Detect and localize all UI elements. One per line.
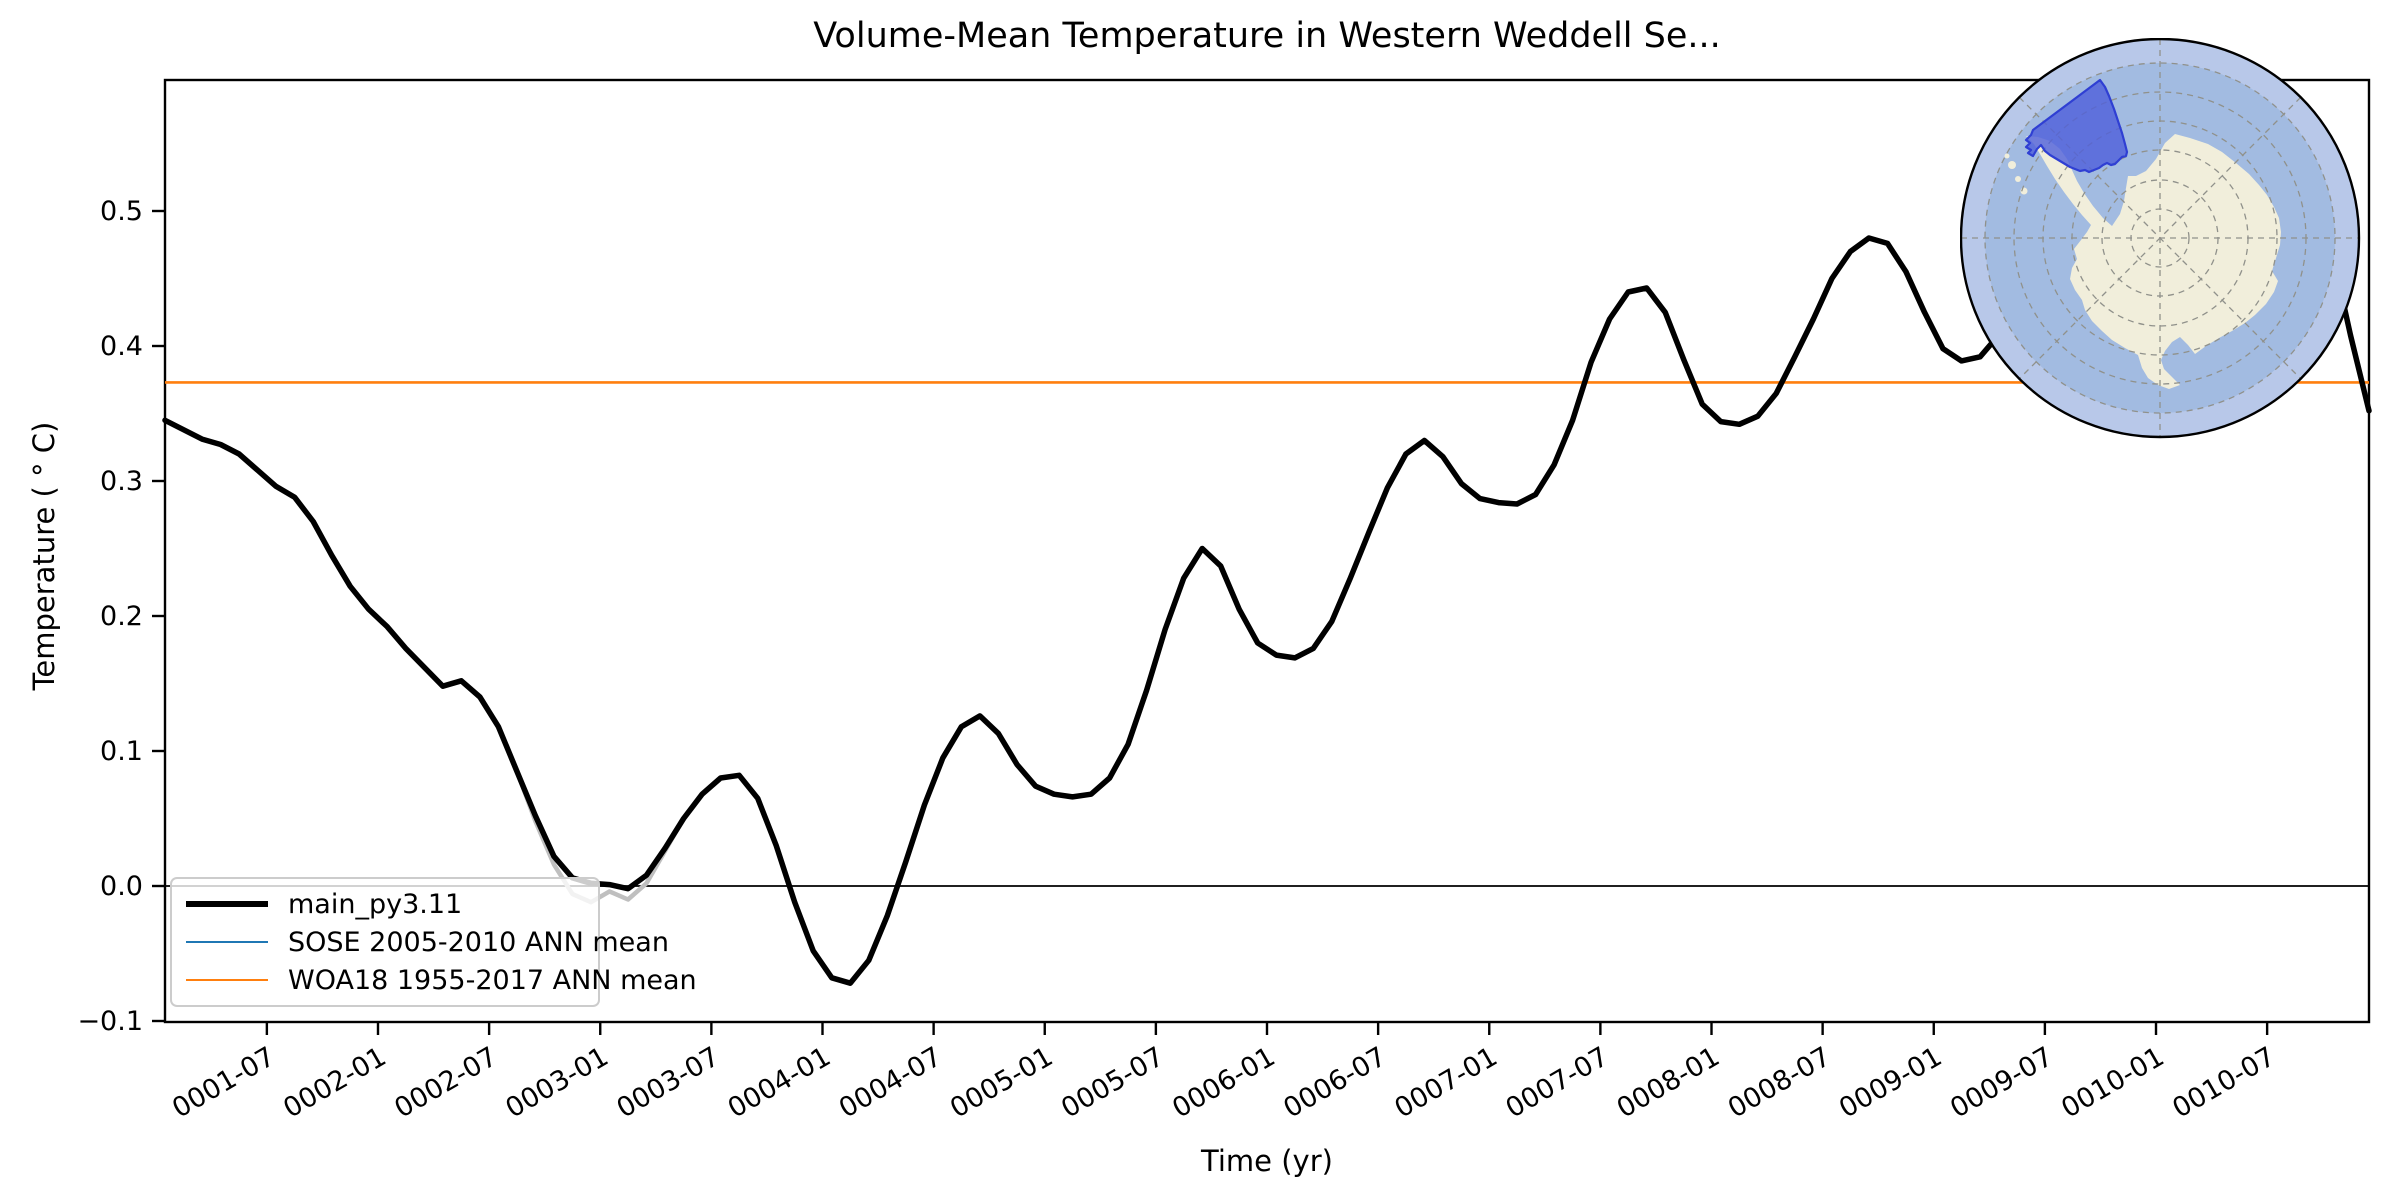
map-region-western-weddell (2024, 78, 2129, 174)
map-island (2004, 153, 2010, 159)
x-tick-label: 0007-01 (1390, 1041, 1503, 1124)
antarctica-inset-map (1960, 38, 2361, 439)
x-tick-label: 0010-07 (2167, 1041, 2280, 1124)
x-tick-label: 0008-01 (1612, 1041, 1725, 1124)
x-tick-label: 0005-01 (945, 1041, 1058, 1124)
legend-line-swatch-main (186, 901, 268, 907)
x-axis-label: Time (yr) (1201, 1144, 1333, 1178)
y-tick-label: −0.1 (77, 1006, 143, 1037)
legend: main_py3.11 SOSE 2005-2010 ANN mean WOA1… (170, 877, 697, 1007)
y-tick-label: 0.4 (100, 331, 143, 362)
x-tick-label: 0006-07 (1278, 1041, 1391, 1124)
y-tick-label: 0.0 (100, 871, 143, 902)
x-tick-label: 0009-07 (1945, 1041, 2058, 1124)
x-tick-label: 0008-07 (1723, 1041, 1836, 1124)
x-tick-label: 0002-01 (278, 1041, 391, 1124)
x-tick-label: 0004-07 (834, 1041, 947, 1124)
y-tick-label: 0.1 (100, 736, 143, 767)
chart-title: Volume-Mean Temperature in Western Wedde… (813, 16, 1721, 56)
map-rim (1960, 38, 2361, 439)
legend-item-main: main_py3.11 (186, 885, 598, 923)
x-tick-label: 0003-01 (501, 1041, 614, 1124)
x-tick-label: 0005-07 (1056, 1041, 1169, 1124)
y-tick-label: 0.3 (100, 466, 143, 497)
x-tick-label: 0007-07 (1501, 1041, 1614, 1124)
x-tick-label: 0009-01 (1834, 1041, 1947, 1124)
x-tick-label: 0004-01 (723, 1041, 836, 1124)
map-island (2008, 161, 2016, 169)
x-tick-label: 0010-01 (2056, 1041, 2169, 1124)
y-axis-label: Temperature ( ° C) (27, 421, 61, 691)
legend-label-woa18: WOA18 1955-2017 ANN mean (288, 964, 697, 996)
gray-series-line (514, 769, 686, 905)
x-tick-label: 0003-07 (612, 1041, 725, 1124)
legend-item-sose: SOSE 2005-2010 ANN mean (186, 923, 669, 961)
map-graticule-meridian (2018, 96, 2302, 380)
map-island (2015, 176, 2021, 182)
x-tick-label: 0002-07 (389, 1041, 502, 1124)
legend-line-swatch-sose (186, 940, 268, 944)
x-tick-label: 0001-07 (167, 1041, 280, 1124)
map-antarctica-land (2026, 134, 2281, 389)
legend-line-swatch-woa18 (186, 978, 268, 982)
legend-label-main: main_py3.11 (288, 888, 463, 920)
y-tick-label: 0.2 (100, 601, 143, 632)
legend-label-sose: SOSE 2005-2010 ANN mean (288, 926, 669, 958)
y-tick-label: 0.5 (100, 196, 143, 227)
legend-item-woa18: WOA18 1955-2017 ANN mean (186, 961, 697, 999)
x-tick-label: 0006-01 (1167, 1041, 1280, 1124)
